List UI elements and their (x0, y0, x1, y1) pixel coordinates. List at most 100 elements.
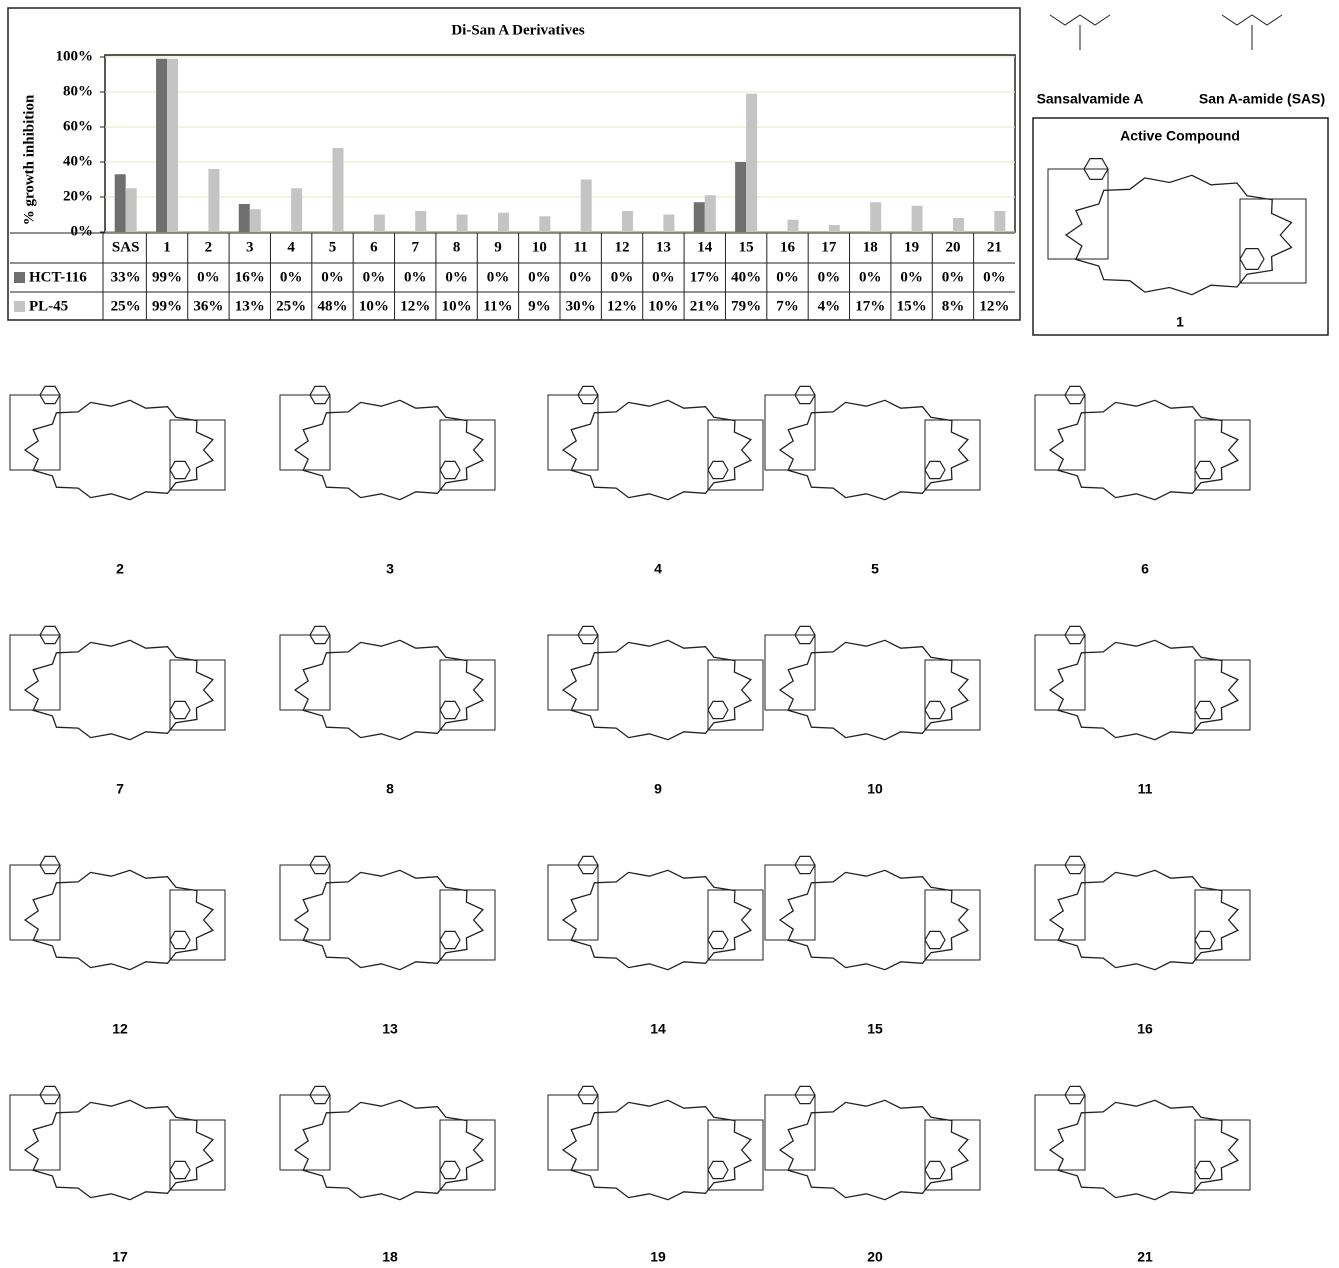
value-label: 16% (235, 269, 265, 285)
value-label: 8% (942, 298, 965, 314)
bar (415, 211, 426, 232)
bar (498, 213, 509, 232)
bar (291, 188, 302, 232)
phenyl (440, 1161, 460, 1178)
value-label: 25% (276, 298, 306, 314)
compound-number: 14 (650, 1021, 666, 1037)
value-label: 0% (404, 269, 427, 285)
compound-number: 3 (386, 561, 394, 577)
figure: Di-San A Derivatives % growth inhibition… (0, 0, 1339, 1268)
compound-number: 10 (867, 781, 883, 797)
value-label: 10% (359, 298, 389, 314)
value-label: 0% (487, 269, 510, 285)
value-label: 12% (400, 298, 430, 314)
value-label: 11% (483, 298, 512, 314)
bar (788, 220, 799, 232)
reference-label: Sansalvamide A (1037, 91, 1144, 107)
value-label: 48% (318, 298, 348, 314)
x-tick-label: 15 (739, 239, 754, 255)
compound-number: 9 (654, 781, 662, 797)
value-label: 9% (528, 298, 551, 314)
value-label: 4% (818, 298, 841, 314)
macrocycle (25, 1100, 213, 1199)
phenyl (440, 461, 460, 478)
x-tick-label: 8 (453, 239, 461, 255)
phenyl (1195, 1161, 1215, 1178)
bar (829, 225, 840, 232)
value-label: 0% (569, 269, 592, 285)
value-label: 0% (280, 269, 303, 285)
bar (953, 218, 964, 232)
fragment (1222, 15, 1282, 50)
value-label: 25% (111, 298, 141, 314)
value-label: 0% (321, 269, 344, 285)
compound-number: 13 (382, 1021, 398, 1037)
legend-label: HCT-116 (29, 269, 87, 285)
value-label: 40% (731, 269, 761, 285)
bar (457, 215, 468, 233)
value-label: 33% (111, 269, 141, 285)
value-label: 0% (983, 269, 1006, 285)
compound-number: 12 (112, 1021, 128, 1037)
bar (705, 195, 716, 232)
bar (735, 162, 746, 232)
x-tick-label: 10 (532, 239, 547, 255)
bar (663, 215, 674, 233)
phenyl (1195, 931, 1215, 948)
x-tick-label: 2 (205, 239, 213, 255)
legend-swatch (14, 301, 25, 312)
macrocycle (563, 870, 751, 969)
x-tick-label: 11 (574, 239, 588, 255)
value-label: 17% (855, 298, 885, 314)
x-tick-label: 6 (370, 239, 378, 255)
macrocycle (25, 400, 213, 499)
value-label: 21% (690, 298, 720, 314)
compound-number: 4 (654, 561, 662, 577)
y-tick-label: 40% (63, 153, 93, 169)
fragment (1050, 15, 1110, 50)
phenyl (1195, 461, 1215, 478)
macrocycle (1050, 1100, 1238, 1199)
compound-number: 16 (1137, 1021, 1153, 1037)
x-tick-label: 14 (697, 239, 713, 255)
compound-number: 6 (1141, 561, 1149, 577)
bar (994, 211, 1005, 232)
active-number: 1 (1176, 314, 1184, 330)
value-label: 0% (818, 269, 841, 285)
phenyl (925, 701, 945, 718)
phenyl (1240, 249, 1264, 270)
reference-label: San A-amide (SAS) (1199, 91, 1325, 107)
phenyl (440, 701, 460, 718)
bar (126, 188, 137, 232)
value-label: 12% (979, 298, 1009, 314)
value-label: 99% (152, 269, 182, 285)
x-tick-label: 1 (163, 239, 171, 255)
phenyl (708, 701, 728, 718)
bar (374, 215, 385, 233)
bar (622, 211, 633, 232)
compound-number: 19 (650, 1249, 666, 1265)
value-label: 0% (652, 269, 675, 285)
macrocycle (563, 1100, 751, 1199)
value-label: 10% (442, 298, 472, 314)
value-label: 12% (607, 298, 637, 314)
legend-label: PL-45 (29, 298, 68, 314)
value-label: 79% (731, 298, 761, 314)
bar (746, 94, 757, 232)
value-label: 10% (648, 298, 678, 314)
bar (870, 202, 881, 232)
x-tick-label: 17 (821, 239, 837, 255)
macrocycle (25, 870, 213, 969)
bar (115, 174, 126, 232)
phenyl (708, 461, 728, 478)
compound-number: 2 (116, 561, 124, 577)
bar (581, 180, 592, 233)
phenyl (170, 1161, 190, 1178)
compound-number: 17 (112, 1249, 128, 1265)
macrocycle (295, 400, 483, 499)
value-label: 15% (897, 298, 927, 314)
macrocycle (1050, 870, 1238, 969)
y-tick-label: 80% (63, 83, 93, 99)
compound-number: 21 (1137, 1249, 1153, 1265)
y-axis-label: % growth inhibition (21, 94, 37, 225)
